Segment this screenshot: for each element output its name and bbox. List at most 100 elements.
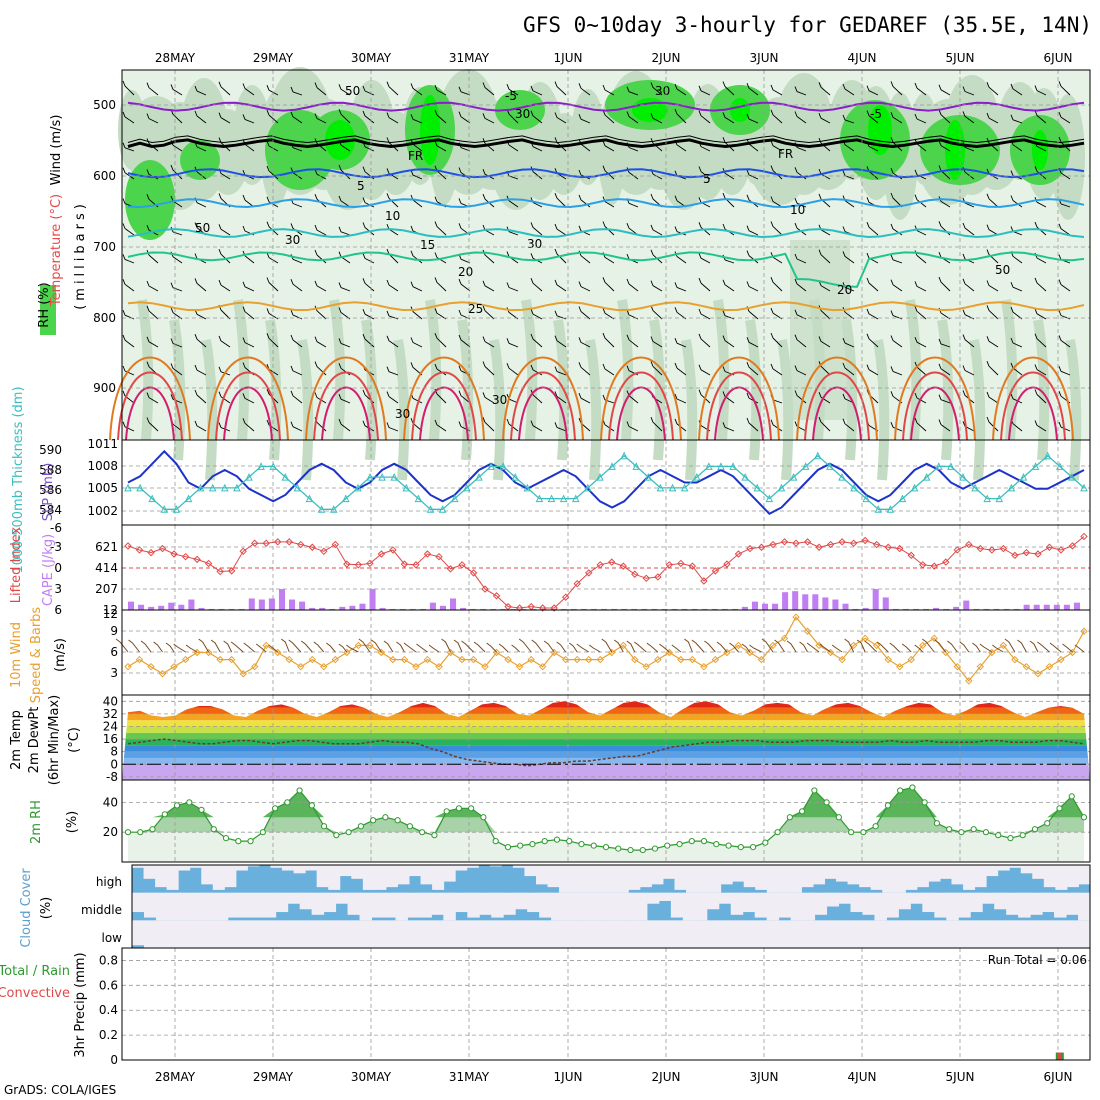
li-point <box>953 546 962 554</box>
cloud-cell-middle <box>730 892 744 915</box>
thickness-point <box>1068 473 1076 481</box>
wind-tick: 9 <box>110 624 118 638</box>
cloud-cell-middle <box>946 892 959 921</box>
wind-barb-10m <box>568 642 578 653</box>
wind-barb-10m <box>1004 638 1016 653</box>
wind-speed-point <box>757 655 766 664</box>
cape-bar <box>852 608 859 610</box>
wind-speed-point <box>723 648 731 657</box>
cloud-cell-high <box>201 865 214 885</box>
cloud-cell-middle <box>814 892 828 915</box>
upper-pressure-label: (millibars) <box>73 200 88 310</box>
cloud-cell-low <box>646 920 660 948</box>
wind-barb <box>242 393 255 404</box>
cloud-cell-middle <box>527 892 540 913</box>
wind-barb <box>362 110 375 124</box>
wind-barb <box>818 249 831 264</box>
precip-conv-bar <box>1057 1052 1062 1060</box>
cloud-cell-high <box>732 865 745 882</box>
wind-barb <box>530 333 543 348</box>
isotherm-label: 10 <box>790 203 805 217</box>
rh2m-point <box>247 838 254 845</box>
wind-barb-10m <box>786 640 797 653</box>
run-total-label: Run Total = 0.06 <box>988 953 1087 967</box>
wind-barb <box>914 82 927 96</box>
wind-barb-10m <box>1049 642 1062 653</box>
wind-speed-point <box>181 655 190 664</box>
isotherm-label: 20 <box>837 283 852 297</box>
li-point <box>803 538 812 546</box>
wind-barb <box>578 393 591 404</box>
cloud-cell-middle <box>658 892 672 901</box>
thickness-point <box>390 473 399 481</box>
thickness-point <box>426 505 435 513</box>
wind-speed-point <box>239 670 247 678</box>
wind-speed-point <box>389 655 397 664</box>
wind-barb-10m <box>230 641 244 653</box>
li-point <box>1057 546 1065 554</box>
temp-band <box>122 764 1090 780</box>
li-tick: -3 <box>50 540 62 554</box>
thickness-point <box>777 483 786 492</box>
cape-bar <box>701 608 708 610</box>
wind-speed-point <box>573 655 581 664</box>
cloud-cell-low <box>1006 920 1019 948</box>
wind-speed-point <box>527 655 535 664</box>
slp-axis-label: SLP (mb) <box>41 463 56 522</box>
thickness-point <box>354 483 362 492</box>
rh2m-point <box>173 802 181 809</box>
thickness-point <box>838 473 846 481</box>
wind-barb-10m <box>371 639 382 653</box>
cape-bar <box>1073 602 1080 610</box>
cloud-cell-low <box>407 920 420 948</box>
rh-contour-label: 50 <box>345 84 360 98</box>
cloud-cell-low <box>287 920 301 948</box>
wind-barb-10m <box>173 643 186 653</box>
wind-speed-point <box>124 662 132 671</box>
wind-speed-point <box>642 662 651 671</box>
wind-barb <box>482 336 495 348</box>
isotherm-label: 5 <box>357 179 365 193</box>
cloud-cell-low <box>251 920 265 948</box>
cape-bar <box>369 589 376 610</box>
wind-speed-point <box>550 648 558 657</box>
wind-barb-10m <box>761 638 774 653</box>
thickness-point <box>124 483 132 492</box>
bottom-date-label: 3JUN <box>750 1070 779 1084</box>
cloud-cell-high <box>235 865 248 871</box>
cape-bar <box>289 599 296 610</box>
thickness-point <box>971 483 979 492</box>
wind-barb <box>722 81 735 96</box>
wind-barb <box>986 305 999 320</box>
cape-bar <box>862 607 869 610</box>
wind-barb <box>914 392 927 404</box>
wind-barb <box>218 224 231 236</box>
wind-barb <box>962 278 975 292</box>
cape-bar <box>389 608 396 610</box>
wind-barb-10m <box>901 643 912 653</box>
wind-barb <box>146 336 159 348</box>
cloud-cell-high <box>905 865 918 890</box>
cloud-cell-middle <box>311 892 325 915</box>
cloud-cell-middle <box>587 892 600 921</box>
upper-wind-label: Wind (m/s) <box>49 115 64 186</box>
cloud-cell-high <box>535 865 549 885</box>
cape-bar <box>782 592 789 610</box>
cloud-cell-high <box>605 865 618 893</box>
cloud-cell-high <box>986 865 999 877</box>
cape-tick: 207 <box>95 582 118 596</box>
wind-barb-10m <box>486 642 497 653</box>
cloud-cell-low <box>898 920 911 948</box>
cloud-cell-middle <box>970 892 983 913</box>
cloud-cell-low <box>706 920 720 948</box>
isotherm-loop <box>510 371 576 441</box>
wind-barb-10m <box>659 643 670 653</box>
li-point <box>573 579 581 588</box>
li-point <box>919 561 927 569</box>
isotherm-loop <box>305 356 387 441</box>
thickness-point <box>1019 473 1028 481</box>
li-point <box>135 546 144 554</box>
cape-bar <box>953 606 960 610</box>
wind-barb <box>314 113 327 124</box>
upper-panel-label: Wind (m/s) Temperature (°C) RH (%) (mill… <box>37 115 88 328</box>
